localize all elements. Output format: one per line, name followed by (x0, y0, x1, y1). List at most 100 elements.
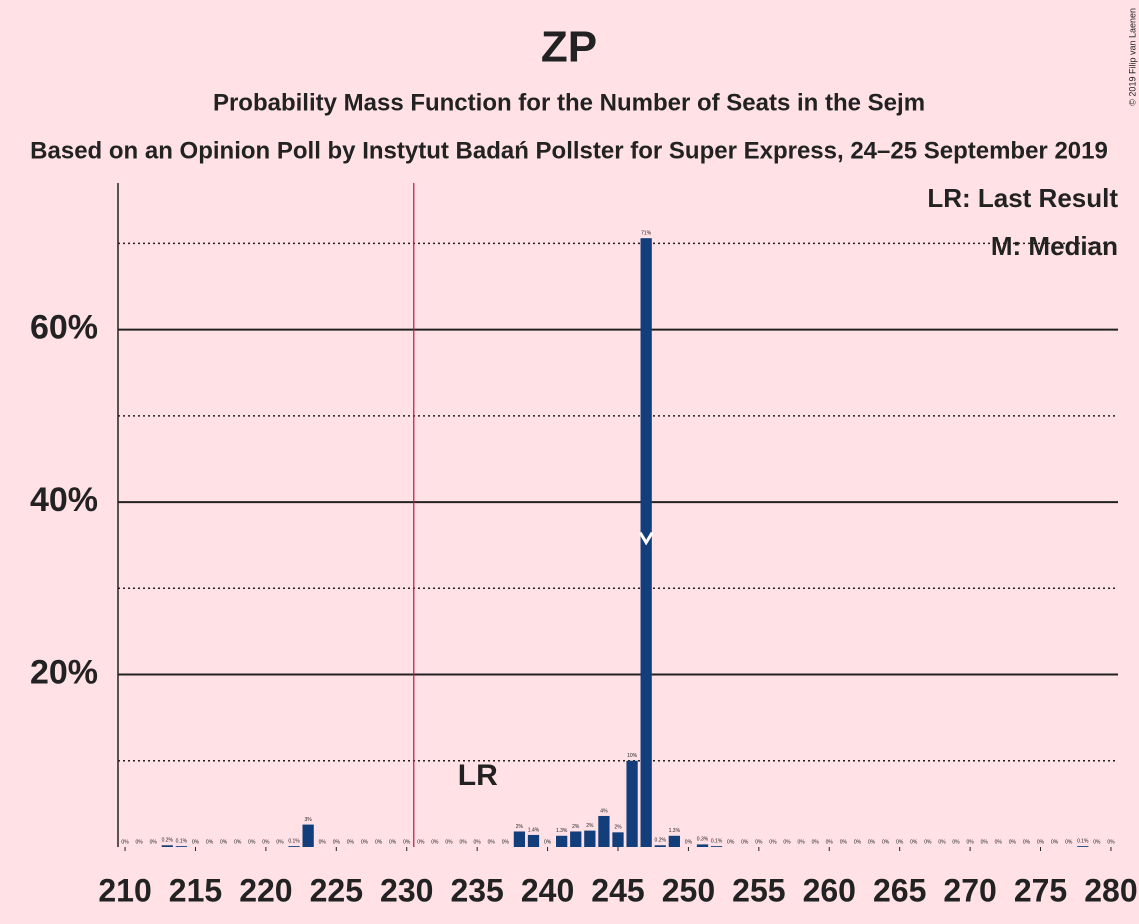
value-label: 0% (741, 839, 749, 845)
value-label: 0% (1093, 839, 1101, 845)
legend-entry: LR: Last Result (927, 183, 1118, 213)
bar (288, 846, 300, 847)
x-tick-label: 265 (873, 872, 926, 908)
value-label: 0% (1107, 839, 1115, 845)
value-label: 0% (121, 839, 129, 845)
value-label: 0% (220, 839, 228, 845)
value-label: 0% (1023, 839, 1031, 845)
value-label: 0% (262, 839, 270, 845)
bar (513, 831, 526, 847)
value-label: 0.1% (1077, 838, 1089, 844)
bar (175, 846, 188, 847)
bar (161, 845, 173, 847)
x-tick-label: 280 (1084, 872, 1137, 908)
value-label: 0% (1051, 839, 1059, 845)
value-label: 0% (276, 839, 284, 845)
x-tick-label: 215 (169, 872, 222, 908)
y-tick-label: 40% (30, 481, 98, 519)
value-label: 0% (319, 839, 327, 845)
value-label: 1.4% (528, 827, 540, 833)
value-label: 0% (1065, 839, 1073, 845)
value-label: 4% (600, 808, 608, 814)
value-label: 0% (995, 839, 1003, 845)
x-tick-label: 235 (450, 872, 503, 908)
bar (1077, 846, 1089, 847)
lr-annotation: LR (458, 759, 498, 792)
value-label: 0% (896, 839, 904, 845)
value-label: 0% (966, 839, 974, 845)
value-label: 0.3% (697, 837, 709, 843)
bar (626, 760, 638, 847)
value-label: 0.2% (162, 838, 174, 844)
x-tick-label: 230 (380, 872, 433, 908)
value-label: 2% (572, 824, 580, 830)
value-label: 0% (544, 839, 552, 845)
value-label: 0% (502, 839, 510, 845)
value-label: 0% (403, 839, 411, 845)
bar (527, 834, 540, 847)
x-tick-label: 260 (803, 872, 856, 908)
value-label: 0% (797, 839, 805, 845)
x-tick-label: 275 (1014, 872, 1067, 908)
value-label: 0% (389, 839, 397, 845)
value-label: 0% (727, 839, 735, 845)
value-label: 0% (812, 839, 820, 845)
value-label: 0% (417, 839, 425, 845)
value-label: 0% (840, 839, 848, 845)
value-label: 0.1% (711, 838, 723, 844)
x-tick-label: 210 (98, 872, 151, 908)
value-label: 2% (516, 824, 524, 830)
x-tick-label: 270 (943, 872, 996, 908)
value-label: 0% (192, 839, 200, 845)
value-label: 0% (445, 839, 453, 845)
chart-title: ZP (541, 23, 597, 72)
value-label: 0% (361, 839, 369, 845)
value-label: 0% (206, 839, 214, 845)
chart-subtitle-2: Based on an Opinion Poll by Instytut Bad… (30, 137, 1108, 164)
value-label: 0% (826, 839, 834, 845)
value-label: 0.2% (655, 838, 667, 844)
value-label: 0% (1009, 839, 1017, 845)
value-label: 0% (952, 839, 960, 845)
value-label: 0% (136, 839, 144, 845)
value-label: 0% (474, 839, 482, 845)
value-label: 0% (459, 839, 467, 845)
value-label: 0% (1037, 839, 1045, 845)
value-label: 0% (769, 839, 777, 845)
value-label: 0% (938, 839, 946, 845)
value-label: 1.3% (556, 828, 568, 834)
value-label: 3% (305, 817, 313, 823)
value-label: 0.1% (288, 838, 300, 844)
value-label: 0% (333, 839, 341, 845)
bar (302, 824, 314, 847)
value-label: 0% (910, 839, 918, 845)
y-tick-label: 20% (30, 654, 98, 692)
x-tick-label: 250 (662, 872, 715, 908)
x-tick-label: 245 (591, 872, 644, 908)
bar (584, 830, 596, 847)
value-label: 0% (924, 839, 932, 845)
bar (696, 844, 709, 847)
value-label: 0% (685, 839, 693, 845)
value-label: 1.3% (669, 828, 681, 834)
copyright: © 2019 Filip van Laenen (1127, 8, 1137, 106)
value-label: 71% (641, 231, 652, 237)
bar (654, 845, 666, 847)
legend-entry: M: Median (991, 231, 1118, 261)
bar (710, 846, 723, 847)
bar (668, 835, 680, 847)
value-label: 0% (783, 839, 791, 845)
x-tick-label: 255 (732, 872, 785, 908)
x-tick-label: 240 (521, 872, 574, 908)
bar (598, 815, 610, 847)
value-label: 0% (150, 839, 158, 845)
value-label: 0% (882, 839, 890, 845)
value-label: 2% (614, 825, 622, 831)
value-label: 0% (868, 839, 876, 845)
value-label: 0% (755, 839, 763, 845)
value-label: 0% (234, 839, 242, 845)
value-label: 0% (981, 839, 989, 845)
value-label: 0% (248, 839, 256, 845)
value-label: 0% (375, 839, 383, 845)
